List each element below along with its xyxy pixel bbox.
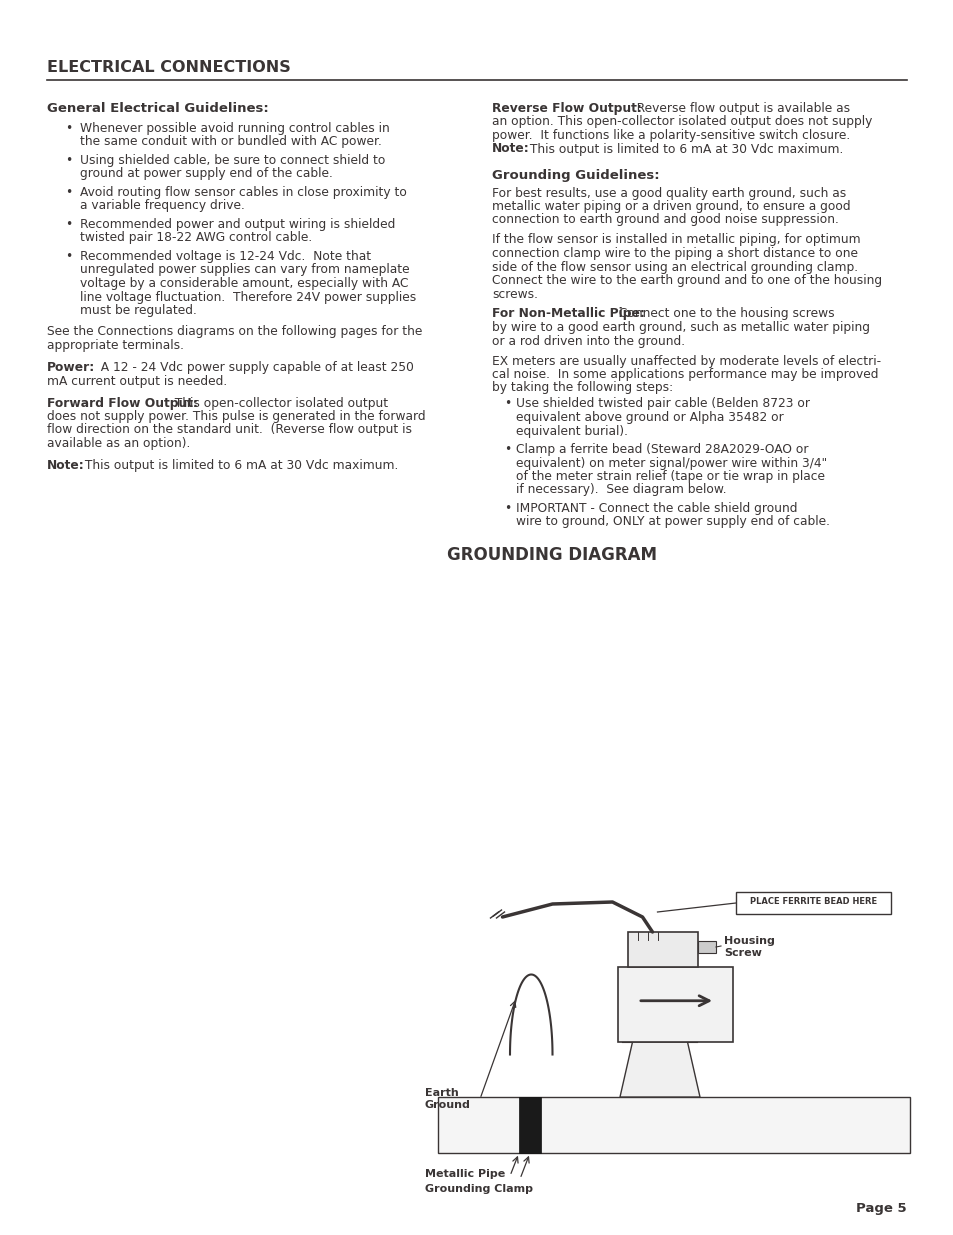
Bar [627,932,698,967]
Text: Ground: Ground [424,1100,471,1110]
Bar [518,1097,540,1153]
Text: equivalent burial).: equivalent burial). [516,425,627,437]
Text: This open-collector isolated output: This open-collector isolated output [167,396,388,410]
Bar [618,967,732,1042]
Text: of the meter strain relief (tape or tie wrap in place: of the meter strain relief (tape or tie … [516,471,824,483]
Text: or a rod driven into the ground.: or a rod driven into the ground. [492,335,684,347]
Text: PLACE FERRITE BEAD HERE: PLACE FERRITE BEAD HERE [749,898,876,906]
Text: voltage by a considerable amount, especially with AC: voltage by a considerable amount, especi… [80,277,408,290]
Text: This output is limited to 6 mA at 30 Vdc maximum.: This output is limited to 6 mA at 30 Vdc… [81,459,398,472]
Text: Grounding Clamp: Grounding Clamp [424,1184,533,1194]
Text: •: • [65,122,72,135]
Text: Page 5: Page 5 [856,1202,906,1215]
Text: does not supply power. This pulse is generated in the forward: does not supply power. This pulse is gen… [47,410,425,424]
Text: Recommended voltage is 12-24 Vdc.  Note that: Recommended voltage is 12-24 Vdc. Note t… [80,249,371,263]
Text: wire to ground, ONLY at power supply end of cable.: wire to ground, ONLY at power supply end… [516,515,829,529]
Text: equivalent) on meter signal/power wire within 3/4": equivalent) on meter signal/power wire w… [516,457,826,469]
Text: Avoid routing flow sensor cables in close proximity to: Avoid routing flow sensor cables in clos… [80,186,406,199]
Text: Reverse flow output is available as: Reverse flow output is available as [624,103,849,115]
Text: Connect one to the housing screws: Connect one to the housing screws [615,308,834,321]
Text: flow direction on the standard unit.  (Reverse flow output is: flow direction on the standard unit. (Re… [47,424,412,436]
Text: For Non-Metallic Pipe:: For Non-Metallic Pipe: [492,308,644,321]
Text: mA current output is needed.: mA current output is needed. [47,374,227,388]
Text: connection clamp wire to the piping a short distance to one: connection clamp wire to the piping a sh… [492,247,857,261]
Text: For best results, use a good quality earth ground, such as: For best results, use a good quality ear… [492,186,845,200]
Text: Forward Flow Output:: Forward Flow Output: [47,396,198,410]
Text: Screw: Screw [723,948,761,958]
Text: by wire to a good earth ground, such as metallic water piping: by wire to a good earth ground, such as … [492,321,869,333]
Text: General Electrical Guidelines:: General Electrical Guidelines: [47,103,269,115]
Text: an option. This open-collector isolated output does not supply: an option. This open-collector isolated … [492,116,871,128]
Text: See the Connections diagrams on the following pages for the: See the Connections diagrams on the foll… [47,326,422,338]
Text: available as an option).: available as an option). [47,437,191,450]
Text: twisted pair 18-22 AWG control cable.: twisted pair 18-22 AWG control cable. [80,231,312,245]
Text: This output is limited to 6 mA at 30 Vdc maximum.: This output is limited to 6 mA at 30 Vdc… [525,142,842,156]
Text: •: • [65,249,72,263]
Text: EX meters are usually unaffected by moderate levels of electri-: EX meters are usually unaffected by mode… [492,354,881,368]
Text: appropriate terminals.: appropriate terminals. [47,338,184,352]
Text: Whenever possible avoid running control cables in: Whenever possible avoid running control … [80,122,390,135]
Polygon shape [619,1042,700,1097]
Text: screws.: screws. [492,288,537,300]
Text: ELECTRICAL CONNECTIONS: ELECTRICAL CONNECTIONS [47,61,291,75]
Text: Power:: Power: [47,361,95,374]
Text: line voltage fluctuation.  Therefore 24V power supplies: line voltage fluctuation. Therefore 24V … [80,290,416,304]
Text: •: • [503,501,511,515]
Text: unregulated power supplies can vary from nameplate: unregulated power supplies can vary from… [80,263,409,277]
Text: metallic water piping or a driven ground, to ensure a good: metallic water piping or a driven ground… [492,200,850,212]
Text: a variable frequency drive.: a variable frequency drive. [80,200,245,212]
Text: •: • [65,186,72,199]
Text: Connect the wire to the earth ground and to one of the housing: Connect the wire to the earth ground and… [492,274,882,287]
Text: Use shielded twisted pair cable (Belden 8723 or: Use shielded twisted pair cable (Belden … [516,398,809,410]
Bar [735,892,890,914]
Text: •: • [65,219,72,231]
Text: if necessary).  See diagram below.: if necessary). See diagram below. [516,483,726,496]
Text: •: • [65,154,72,167]
Text: Note:: Note: [47,459,85,472]
Text: •: • [503,398,511,410]
Text: Clamp a ferrite bead (Steward 28A2029-OAO or: Clamp a ferrite bead (Steward 28A2029-OA… [516,443,807,456]
Text: ground at power supply end of the cable.: ground at power supply end of the cable. [80,168,333,180]
Text: the same conduit with or bundled with AC power.: the same conduit with or bundled with AC… [80,136,381,148]
Text: Housing: Housing [723,936,774,946]
Text: Using shielded cable, be sure to connect shield to: Using shielded cable, be sure to connect… [80,154,385,167]
Text: Earth: Earth [424,1088,458,1098]
Text: A 12 - 24 Vdc power supply capable of at least 250: A 12 - 24 Vdc power supply capable of at… [92,361,414,374]
Text: side of the flow sensor using an electrical grounding clamp.: side of the flow sensor using an electri… [492,261,858,273]
Bar [437,1097,909,1153]
Text: equivalent above ground or Alpha 35482 or: equivalent above ground or Alpha 35482 o… [516,411,783,424]
Text: Note:: Note: [492,142,529,156]
Text: Reverse Flow Output:: Reverse Flow Output: [492,103,641,115]
Text: GROUNDING DIAGRAM: GROUNDING DIAGRAM [447,546,657,564]
Text: Recommended power and output wiring is shielded: Recommended power and output wiring is s… [80,219,395,231]
Text: power.  It functions like a polarity-sensitive switch closure.: power. It functions like a polarity-sens… [492,128,849,142]
Text: •: • [503,443,511,456]
Text: connection to earth ground and good noise suppression.: connection to earth ground and good nois… [492,214,838,226]
Text: cal noise.  In some applications performance may be improved: cal noise. In some applications performa… [492,368,878,382]
Text: IMPORTANT - Connect the cable shield ground: IMPORTANT - Connect the cable shield gro… [516,501,797,515]
Text: Grounding Guidelines:: Grounding Guidelines: [492,168,659,182]
Text: If the flow sensor is installed in metallic piping, for optimum: If the flow sensor is installed in metal… [492,233,860,247]
Text: by taking the following steps:: by taking the following steps: [492,382,673,394]
Text: Metallic Pipe: Metallic Pipe [424,1170,505,1179]
Text: must be regulated.: must be regulated. [80,304,196,317]
Bar [698,941,716,953]
